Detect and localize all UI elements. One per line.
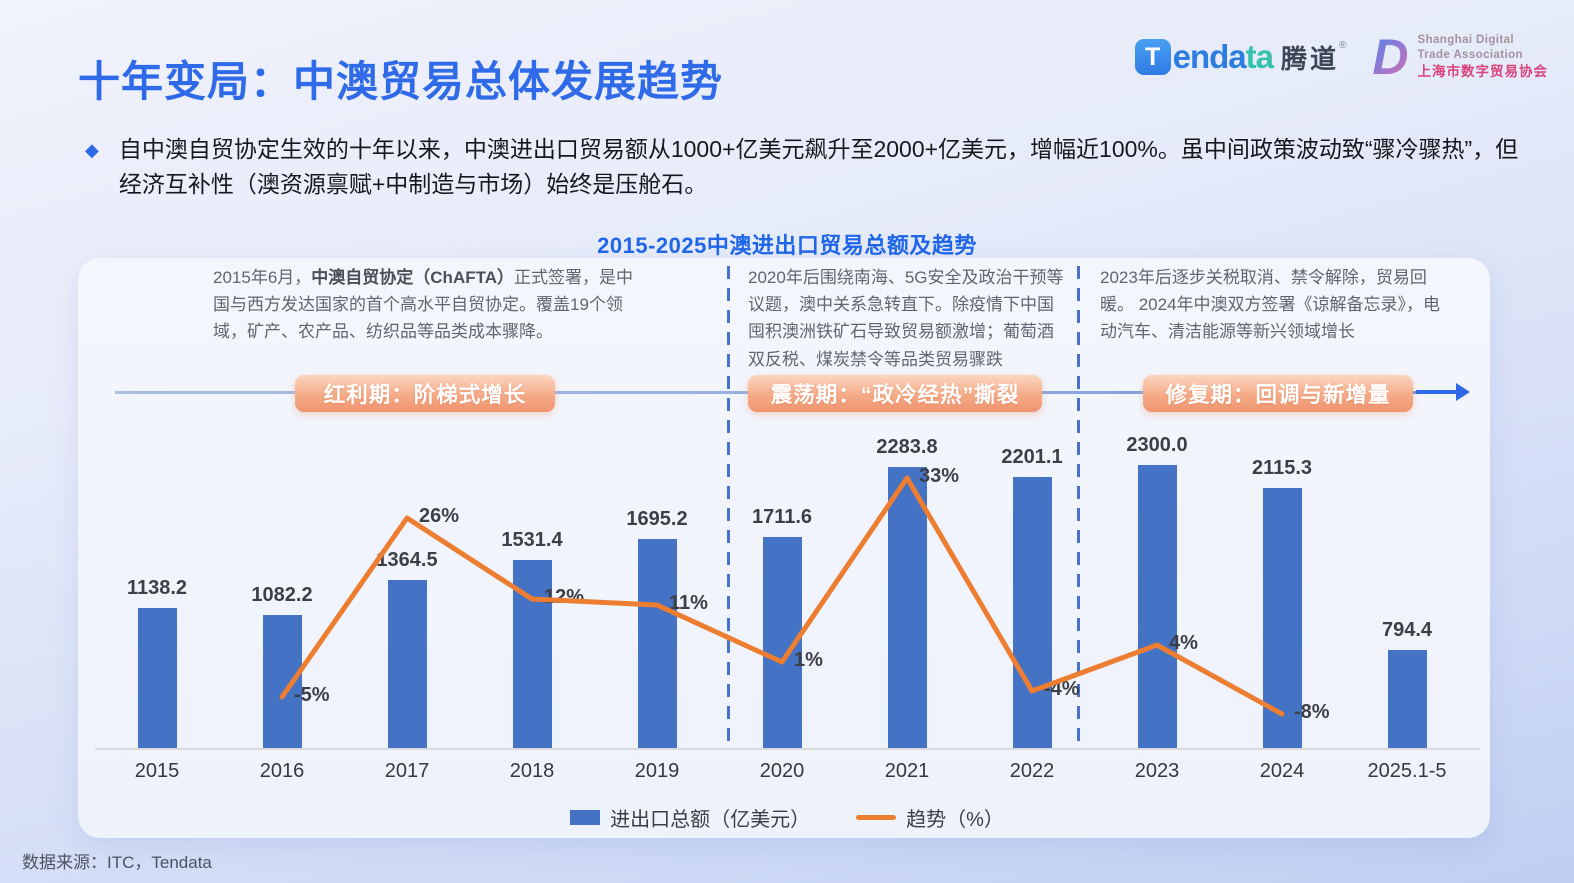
x-axis-tick: 2023 (1134, 760, 1180, 782)
chart-legend: 进出口总额（亿美元） 趋势（%） (0, 803, 1574, 832)
annotation-bold: 中澳自贸协定（ChAFTA） (311, 268, 515, 287)
annotation-dividend-period: 2015年6月，中澳自贸协定（ChAFTA）正式签署，是中国与西方发达国家的首个… (213, 264, 645, 346)
intro-paragraph: ◆ 自中澳自贸协定生效的十年以来，中澳进出口贸易额从1000+亿美元飙升至200… (85, 132, 1520, 202)
sdta-text: Shanghai Digital Trade Association 上海市数字… (1418, 33, 1549, 81)
bar-2020 (762, 537, 802, 748)
trend-point-label: 26% (419, 505, 460, 527)
bar-2017 (387, 580, 427, 748)
bar-value-label: 1711.6 (751, 506, 813, 528)
bar-value-label: 1138.2 (126, 577, 188, 599)
sdta-logo: D Shanghai Digital Trade Association 上海市… (1372, 32, 1548, 82)
legend-item-line: 趋势（%） (856, 803, 1004, 832)
bar-2022 (1012, 477, 1052, 748)
sdta-en-line2: Trade Association (1417, 48, 1523, 61)
annotation-pre: 2015年6月， (213, 268, 312, 287)
bar-value-label: 2300.0 (1126, 434, 1188, 456)
chart-title: 2015-2025中澳进出口贸易总额及趋势 (597, 233, 977, 258)
trend-point-label: -8% (1294, 701, 1330, 723)
x-axis-tick: 2018 (509, 760, 555, 782)
intro-text: 自中澳自贸协定生效的十年以来，中澳进出口贸易额从1000+亿美元飙升至2000+… (118, 136, 1519, 197)
tendata-word-blue: enda (1172, 38, 1247, 75)
legend-item-bars: 进出口总额（亿美元） (570, 803, 810, 832)
sdta-en-line1: Shanghai Digital (1417, 34, 1514, 47)
tendata-t-icon: T (1134, 39, 1171, 75)
trend-point-label: 33% (919, 465, 960, 487)
trend-point-label: -4% (1044, 678, 1080, 700)
bar-2025.1-5 (1387, 650, 1427, 748)
annotation-post: 正式签署，是中国与西方发达国家的首个高水平自贸协定。覆盖19个领域，矿产、农产品… (213, 268, 634, 342)
x-axis-tick: 2019 (634, 760, 680, 782)
logos: T endata 腾道 ® D Shanghai Digital Trade A… (1134, 32, 1548, 82)
phase-badge-recovery: 修复期：回调与新增量 (1143, 375, 1413, 412)
trend-point-label: 12% (544, 586, 585, 608)
timeline-arrowhead-icon (1456, 383, 1470, 401)
x-axis-tick: 2025.1-5 (1367, 760, 1447, 782)
bar-2015 (137, 608, 177, 748)
x-axis-tick: 2015 (134, 760, 180, 782)
tendata-logo: T endata 腾道 ® (1134, 38, 1347, 76)
bar-value-label: 2201.1 (1001, 446, 1063, 468)
bar-value-label: 1364.5 (376, 549, 438, 571)
registered-mark-icon: ® (1339, 40, 1347, 51)
tendata-cn-name: 腾道 (1281, 43, 1340, 74)
sdta-cn-name: 上海市数字贸易协会 (1417, 63, 1548, 79)
x-axis-baseline (95, 748, 1480, 750)
bar-2016 (262, 615, 302, 748)
annotation-recovery-period: 2023年后逐步关税取消、禁令解除，贸易回暖。 2024年中澳双方签署《谅解备忘… (1100, 268, 1441, 342)
phase-badge-dividend: 红利期：阶梯式增长 (295, 375, 555, 412)
tendata-word-teal: ta (1245, 38, 1274, 75)
x-axis-tick: 2020 (759, 760, 805, 782)
bar-value-label: 1531.4 (501, 529, 563, 551)
legend-bar-swatch (570, 810, 601, 825)
x-axis-tick: 2017 (384, 760, 430, 782)
trend-point-label: 1% (794, 649, 823, 671)
timeline-arrow (1416, 390, 1458, 394)
legend-line-label: 趋势（%） (906, 809, 1004, 831)
x-axis-tick: 2016 (259, 760, 305, 782)
legend-line-swatch (856, 815, 897, 820)
annotation-turbulence-period: 2020年后围绕南海、5G安全及政治干预等议题，澳中关系急转直下。除疫情下中国囤… (748, 268, 1064, 369)
page-title: 十年变局：中澳贸易总体发展趋势 (78, 58, 724, 105)
diamond-bullet-icon: ◆ (85, 140, 99, 160)
trend-point-label: -5% (294, 684, 330, 706)
x-axis-tick: 2021 (884, 760, 930, 782)
legend-bar-label: 进出口总额（亿美元） (610, 809, 811, 831)
data-source-note: 数据来源：ITC，Tendata (22, 853, 212, 872)
tendata-wordmark: endata (1172, 38, 1274, 76)
x-axis-tick: 2024 (1259, 760, 1305, 782)
bar-2023 (1137, 465, 1177, 748)
phase-badge-turbulence: 震荡期：“政冷经热”撕裂 (748, 375, 1042, 412)
x-axis-tick: 2022 (1009, 760, 1055, 782)
bar-value-label: 2115.3 (1251, 457, 1313, 479)
trend-point-label: 11% (669, 592, 708, 614)
bar-value-label: 2283.8 (876, 436, 938, 458)
bar-value-label: 1082.2 (251, 584, 313, 606)
bar-2019 (637, 539, 677, 748)
bar-value-label: 794.4 (1381, 619, 1433, 641)
bar-2021 (887, 467, 927, 748)
trend-point-label: 4% (1169, 632, 1198, 654)
bar-value-label: 1695.2 (626, 508, 688, 530)
sdta-d-icon: D (1372, 29, 1409, 85)
